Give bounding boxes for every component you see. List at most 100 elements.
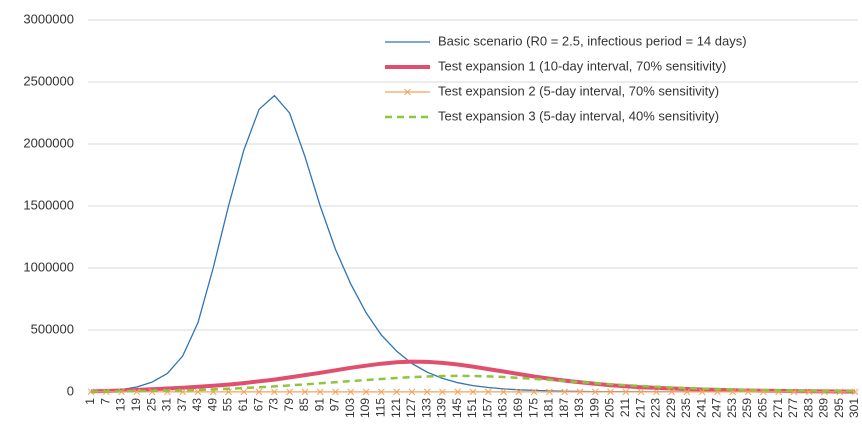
x-tick-label: 283: [801, 398, 815, 418]
x-tick-label: 97: [328, 398, 342, 412]
x-tick-label: 151: [465, 398, 479, 418]
point-marker: [362, 388, 370, 396]
point-marker: [607, 388, 614, 396]
legend-label: Test expansion 3 (5-day interval, 40% se…: [438, 108, 719, 123]
x-tick-label: 199: [587, 398, 601, 418]
x-tick-label: 61: [236, 398, 250, 412]
point-marker: [240, 388, 248, 396]
point-marker: [439, 388, 446, 396]
x-tick-label: 187: [557, 398, 571, 418]
point-marker: [377, 388, 385, 396]
point-marker: [515, 388, 523, 396]
y-tick-label: 1000000: [23, 259, 74, 274]
point-marker: [423, 388, 431, 396]
x-tick-label: 235: [679, 398, 693, 418]
x-tick-label: 211: [618, 398, 632, 417]
x-tick-label: 295: [832, 398, 846, 418]
point-marker: [500, 388, 507, 396]
x-tick-label: 157: [480, 398, 494, 418]
point-marker: [622, 388, 630, 396]
y-tick-label: 2000000: [23, 135, 74, 150]
point-marker: [133, 388, 141, 396]
x-tick-label: 277: [786, 398, 800, 418]
point-marker: [683, 388, 691, 396]
x-tick-label: 49: [205, 398, 219, 412]
x-tick-label: 115: [373, 398, 387, 417]
point-marker: [561, 388, 569, 396]
x-tick-label: 223: [649, 398, 663, 418]
x-tick-label: 289: [817, 398, 831, 418]
x-tick-label: 181: [542, 398, 556, 418]
point-marker: [393, 388, 400, 396]
x-tick-label: 229: [664, 398, 678, 418]
x-tick-label: 217: [633, 398, 647, 418]
point-marker: [301, 388, 309, 396]
point-marker: [851, 388, 859, 396]
x-tick-label: 103: [343, 398, 357, 418]
point-marker: [637, 388, 645, 396]
x-tick-label: 91: [312, 398, 326, 412]
point-marker: [653, 388, 660, 396]
point-marker: [255, 388, 263, 396]
y-tick-label: 0: [67, 383, 74, 398]
x-tick-label: 67: [251, 398, 265, 412]
x-tick-label: 247: [710, 398, 724, 418]
x-tick-label: 127: [404, 398, 418, 418]
series-line: [90, 374, 856, 393]
x-tick-label: 139: [435, 398, 449, 418]
point-marker: [347, 388, 355, 396]
point-marker: [591, 388, 599, 396]
x-tick-label: 241: [694, 398, 708, 418]
point-marker: [546, 388, 553, 396]
point-marker: [454, 388, 462, 396]
point-marker: [87, 388, 95, 396]
x-tick-label: 163: [496, 398, 510, 418]
legend-marker: [404, 88, 411, 96]
x-tick-label: 169: [511, 398, 525, 418]
legend-label: Test expansion 2 (5-day interval, 70% se…: [438, 83, 719, 98]
x-tick-label: 13: [114, 398, 128, 412]
point-marker: [316, 388, 324, 396]
x-tick-label: 37: [175, 398, 189, 412]
x-tick-label: 79: [282, 398, 296, 412]
x-tick-label: 7: [98, 398, 112, 405]
x-tick-label: 175: [526, 398, 540, 418]
x-tick-label: 259: [740, 398, 754, 418]
point-marker: [530, 388, 538, 396]
point-marker: [271, 388, 278, 396]
series-line: [90, 359, 856, 394]
y-tick-label: 500000: [31, 321, 74, 336]
x-tick-label: 301: [847, 398, 861, 418]
x-tick-label: 193: [572, 398, 586, 418]
x-tick-label: 1: [83, 398, 97, 405]
x-tick-label: 55: [221, 398, 235, 412]
x-tick-label: 73: [267, 398, 281, 412]
y-tick-label: 3000000: [23, 11, 74, 26]
y-tick-label: 1500000: [23, 197, 74, 212]
point-marker: [332, 388, 339, 396]
x-tick-label: 109: [358, 398, 372, 418]
x-tick-label: 253: [725, 398, 739, 418]
x-tick-label: 121: [389, 398, 403, 418]
y-tick-label: 2500000: [23, 73, 74, 88]
point-marker: [576, 388, 584, 396]
point-marker: [469, 388, 477, 396]
legend-label: Basic scenario (R0 = 2.5, infectious per…: [438, 33, 747, 48]
x-tick-label: 85: [297, 398, 311, 412]
point-marker: [408, 388, 416, 396]
series-line: [90, 94, 855, 393]
x-tick-label: 205: [603, 398, 617, 418]
x-tick-label: 31: [160, 398, 174, 412]
x-tick-label: 145: [450, 398, 464, 418]
x-tick-label: 271: [771, 398, 785, 418]
x-tick-label: 25: [144, 398, 158, 412]
x-tick-label: 265: [755, 398, 769, 418]
x-tick-label: 133: [419, 398, 433, 418]
point-marker: [286, 388, 293, 396]
legend-label: Test expansion 1 (10-day interval, 70% s…: [438, 58, 726, 73]
x-tick-label: 43: [190, 398, 204, 412]
point-marker: [484, 388, 492, 396]
x-tick-label: 19: [129, 398, 143, 412]
point-marker: [668, 388, 675, 396]
